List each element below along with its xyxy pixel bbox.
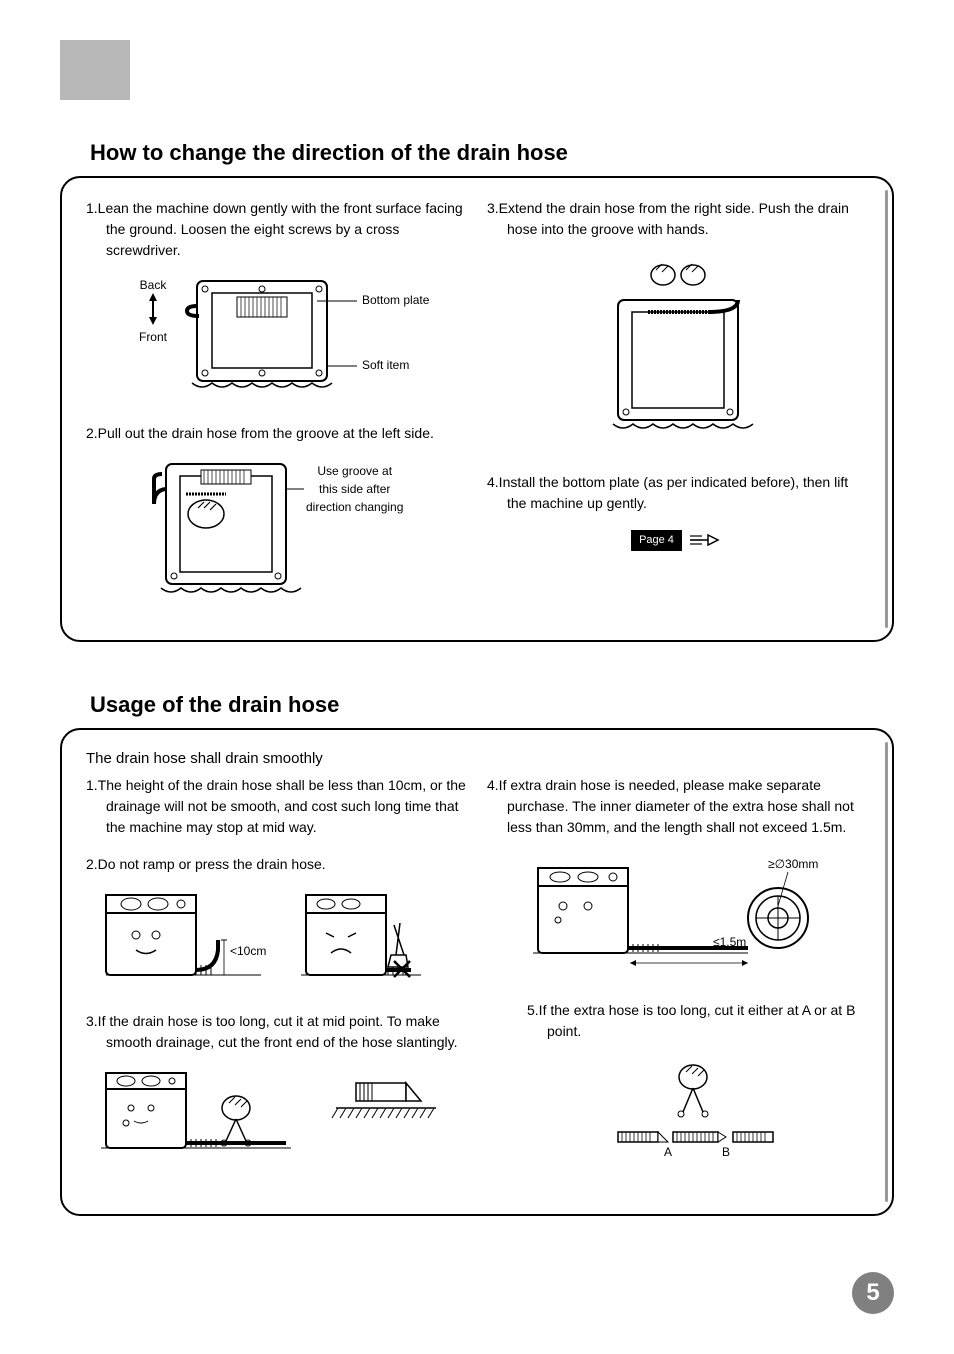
section2-step4-text: 4.If extra drain hose is needed, please … [487, 775, 868, 838]
section2-step3-diagram [86, 1063, 467, 1163]
svg-text:Back: Back [139, 278, 167, 292]
svg-text:<10cm: <10cm [230, 944, 266, 958]
section1-box: 1.Lean the machine down gently with the … [60, 176, 894, 642]
section2-step5-diagram: A B [527, 1052, 868, 1178]
section1-title: How to change the direction of the drain… [60, 140, 894, 166]
section1-step4-ref: Page 4 [487, 528, 868, 551]
svg-text:Bottom plate: Bottom plate [362, 293, 430, 307]
section1-right-col: 3.Extend the drain hose from the right s… [487, 198, 868, 620]
svg-text:A: A [663, 1145, 671, 1159]
svg-text:Front: Front [138, 330, 167, 344]
svg-text:Soft item: Soft item [362, 358, 409, 372]
svg-text:≥∅30mm: ≥∅30mm [768, 857, 818, 871]
section2-right-col: 4.If extra drain hose is needed, please … [487, 775, 868, 1194]
svg-text:≤1.5m: ≤1.5m [713, 935, 746, 949]
section2-left-col: 1.The height of the drain hose shall be … [86, 775, 467, 1194]
section2-step1-text: 1.The height of the drain hose shall be … [86, 775, 467, 838]
section1-step1-text: 1.Lean the machine down gently with the … [86, 198, 467, 261]
section2-subheading: The drain hose shall drain smoothly [86, 750, 868, 767]
section1-step2-text: 2.Pull out the drain hose from the groov… [86, 423, 467, 444]
section2-step2-text: 2.Do not ramp or press the drain hose. [86, 854, 467, 875]
section2-title: Usage of the drain hose [60, 692, 894, 718]
section1-left-col: 1.Lean the machine down gently with the … [86, 198, 467, 620]
section2-step5-text: 5.If the extra hose is too long, cut it … [527, 1000, 868, 1042]
section1-step2-callout: Use groove at this side after direction … [306, 454, 403, 516]
section2-step4-diagram: ≥∅30mm ≤1.5m [487, 848, 868, 984]
section1-step3-text: 3.Extend the drain hose from the right s… [487, 198, 868, 240]
section2-step12-diagram: <10cm [86, 885, 467, 995]
section2-box: The drain hose shall drain smoothly 1.Th… [60, 728, 894, 1216]
section1-step3-diagram [487, 250, 868, 456]
section1-step2-diagram: Use groove at this side after direction … [86, 454, 467, 604]
page-ref-label: Page 4 [631, 530, 682, 551]
section1-step1-diagram: Back Front [86, 271, 467, 407]
page-number: 5 [852, 1272, 894, 1314]
pointing-hand-icon [688, 529, 724, 551]
section2-step3-text: 3.If the drain hose is too long, cut it … [86, 1011, 467, 1053]
header-placeholder [60, 40, 130, 100]
svg-text:B: B [721, 1145, 729, 1159]
section1-step4-text: 4.Install the bottom plate (as per indic… [487, 472, 868, 514]
